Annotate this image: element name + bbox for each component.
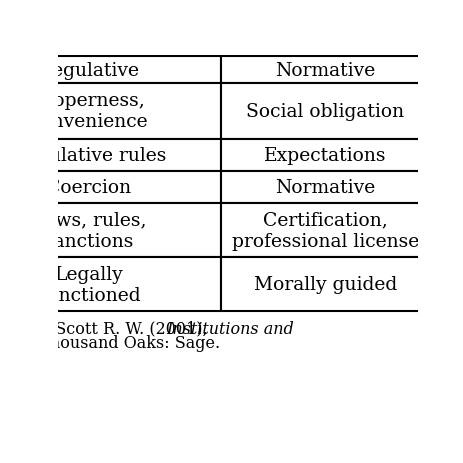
Text: Coercion: Coercion (46, 179, 131, 197)
Text: Certification,
professional license: Certification, professional license (231, 212, 418, 250)
Bar (220, 257, 429, 312)
Text: . Thousand Oaks: Sage.: . Thousand Oaks: Sage. (29, 334, 220, 351)
Text: Expectations: Expectations (263, 146, 386, 164)
Bar (0, 84, 220, 139)
Text: Normative: Normative (275, 179, 375, 197)
Bar (220, 172, 429, 204)
Bar (0, 204, 220, 257)
Text: Legally
sanctioned: Legally sanctioned (38, 265, 140, 304)
Bar (0, 172, 220, 204)
Bar (0, 57, 220, 84)
Bar (220, 84, 429, 139)
Bar (429, 139, 463, 172)
Bar (429, 57, 463, 84)
Bar (429, 204, 463, 257)
Text: Laws, rules,
sanctions: Laws, rules, sanctions (31, 212, 146, 250)
Bar (0, 257, 220, 312)
Text: Morally guided: Morally guided (253, 275, 396, 294)
Bar (429, 84, 463, 139)
Text: Regulative: Regulative (38, 62, 139, 80)
Bar (220, 204, 429, 257)
Text: Normative: Normative (275, 62, 375, 80)
Text: Organizations: Organizations (0, 334, 59, 351)
Text: Regulative rules: Regulative rules (12, 146, 166, 164)
Text: Properness,
convenience: Properness, convenience (30, 92, 148, 131)
Text: Social obligation: Social obligation (246, 103, 404, 121)
Bar (220, 57, 429, 84)
Text: Institutions and: Institutions and (166, 321, 294, 338)
Bar (429, 257, 463, 312)
Bar (0, 139, 220, 172)
Text: Common beliefs,
shared logics: Common beliefs, shared logics (454, 212, 463, 250)
Bar (220, 139, 429, 172)
Text: According to Scott R. W. (2001),: According to Scott R. W. (2001), (0, 321, 212, 338)
Bar (429, 172, 463, 204)
